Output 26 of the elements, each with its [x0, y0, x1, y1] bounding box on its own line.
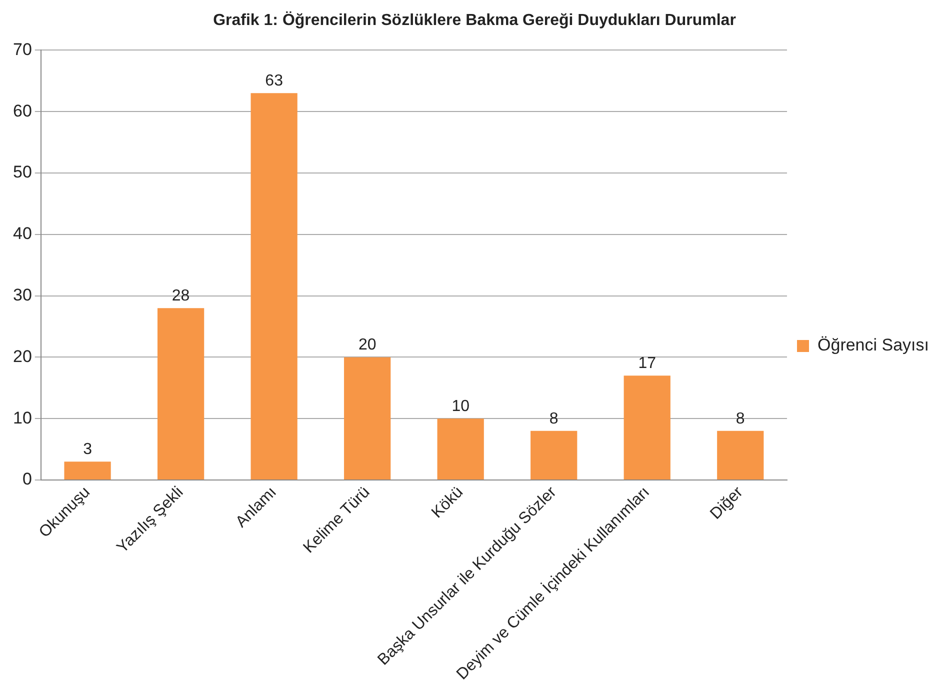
bar — [717, 430, 764, 480]
data-label: 8 — [549, 410, 558, 428]
data-label: 63 — [265, 72, 284, 90]
data-label: 8 — [736, 410, 745, 428]
bar — [64, 462, 111, 480]
data-label: 17 — [638, 355, 656, 372]
bar — [530, 430, 578, 480]
bar — [624, 376, 670, 480]
y-tick-label: 50 — [12, 162, 32, 182]
y-tick-label: 60 — [12, 101, 32, 120]
bar — [437, 418, 484, 480]
y-tick-label: 40 — [12, 224, 32, 244]
data-label: 20 — [358, 336, 376, 354]
y-tick-label: 0 — [22, 470, 32, 489]
chart-title: Grafik 1: Öğrencilerin Sözlüklere Bakma Gereği Duydukları Durumlar — [213, 11, 736, 30]
y-tick-label: 10 — [12, 408, 32, 428]
y-tick-label: 20 — [12, 346, 32, 366]
bar — [157, 308, 204, 480]
data-label: 3 — [83, 441, 92, 458]
data-label: 28 — [172, 288, 190, 305]
bar — [250, 93, 298, 480]
bar — [344, 357, 391, 480]
legend-label: Öğrenci Sayısı — [818, 336, 930, 355]
y-tick-label: 70 — [12, 40, 32, 59]
data-label: 10 — [452, 398, 470, 416]
y-tick-label: 30 — [12, 286, 32, 305]
